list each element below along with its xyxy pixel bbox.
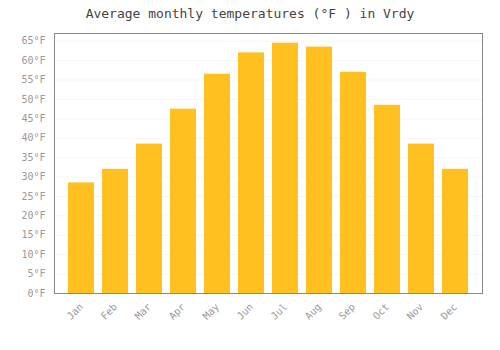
svg-text:Sep: Sep xyxy=(337,301,358,322)
svg-text:20°F: 20°F xyxy=(21,210,45,221)
svg-text:Aug: Aug xyxy=(303,301,324,322)
svg-text:5°F: 5°F xyxy=(27,268,45,279)
svg-text:Apr: Apr xyxy=(167,301,188,322)
svg-text:Mar: Mar xyxy=(133,301,154,322)
svg-text:55°F: 55°F xyxy=(21,74,45,85)
svg-text:15°F: 15°F xyxy=(21,229,45,240)
svg-text:May: May xyxy=(201,301,222,322)
svg-text:0°F: 0°F xyxy=(27,288,45,299)
svg-text:65°F: 65°F xyxy=(21,35,45,46)
svg-text:Jan: Jan xyxy=(65,301,86,322)
svg-text:Dec: Dec xyxy=(439,301,460,322)
svg-text:Jun: Jun xyxy=(235,301,256,322)
svg-text:10°F: 10°F xyxy=(21,249,45,260)
svg-text:45°F: 45°F xyxy=(21,113,45,124)
svg-text:60°F: 60°F xyxy=(21,55,45,66)
svg-text:Oct: Oct xyxy=(371,301,392,322)
svg-text:25°F: 25°F xyxy=(21,191,45,202)
svg-text:Nov: Nov xyxy=(405,301,426,322)
svg-text:40°F: 40°F xyxy=(21,132,45,143)
html-text:Average monthly temperatures (: Average monthly temperatures (°F ) in Vr… xyxy=(85,6,415,21)
svg-text:Jul: Jul xyxy=(269,301,290,322)
svg-text:50°F: 50°F xyxy=(21,94,45,105)
svg-text:Feb: Feb xyxy=(99,301,120,322)
svg-text:30°F: 30°F xyxy=(21,171,45,182)
svg-text:35°F: 35°F xyxy=(21,152,45,163)
